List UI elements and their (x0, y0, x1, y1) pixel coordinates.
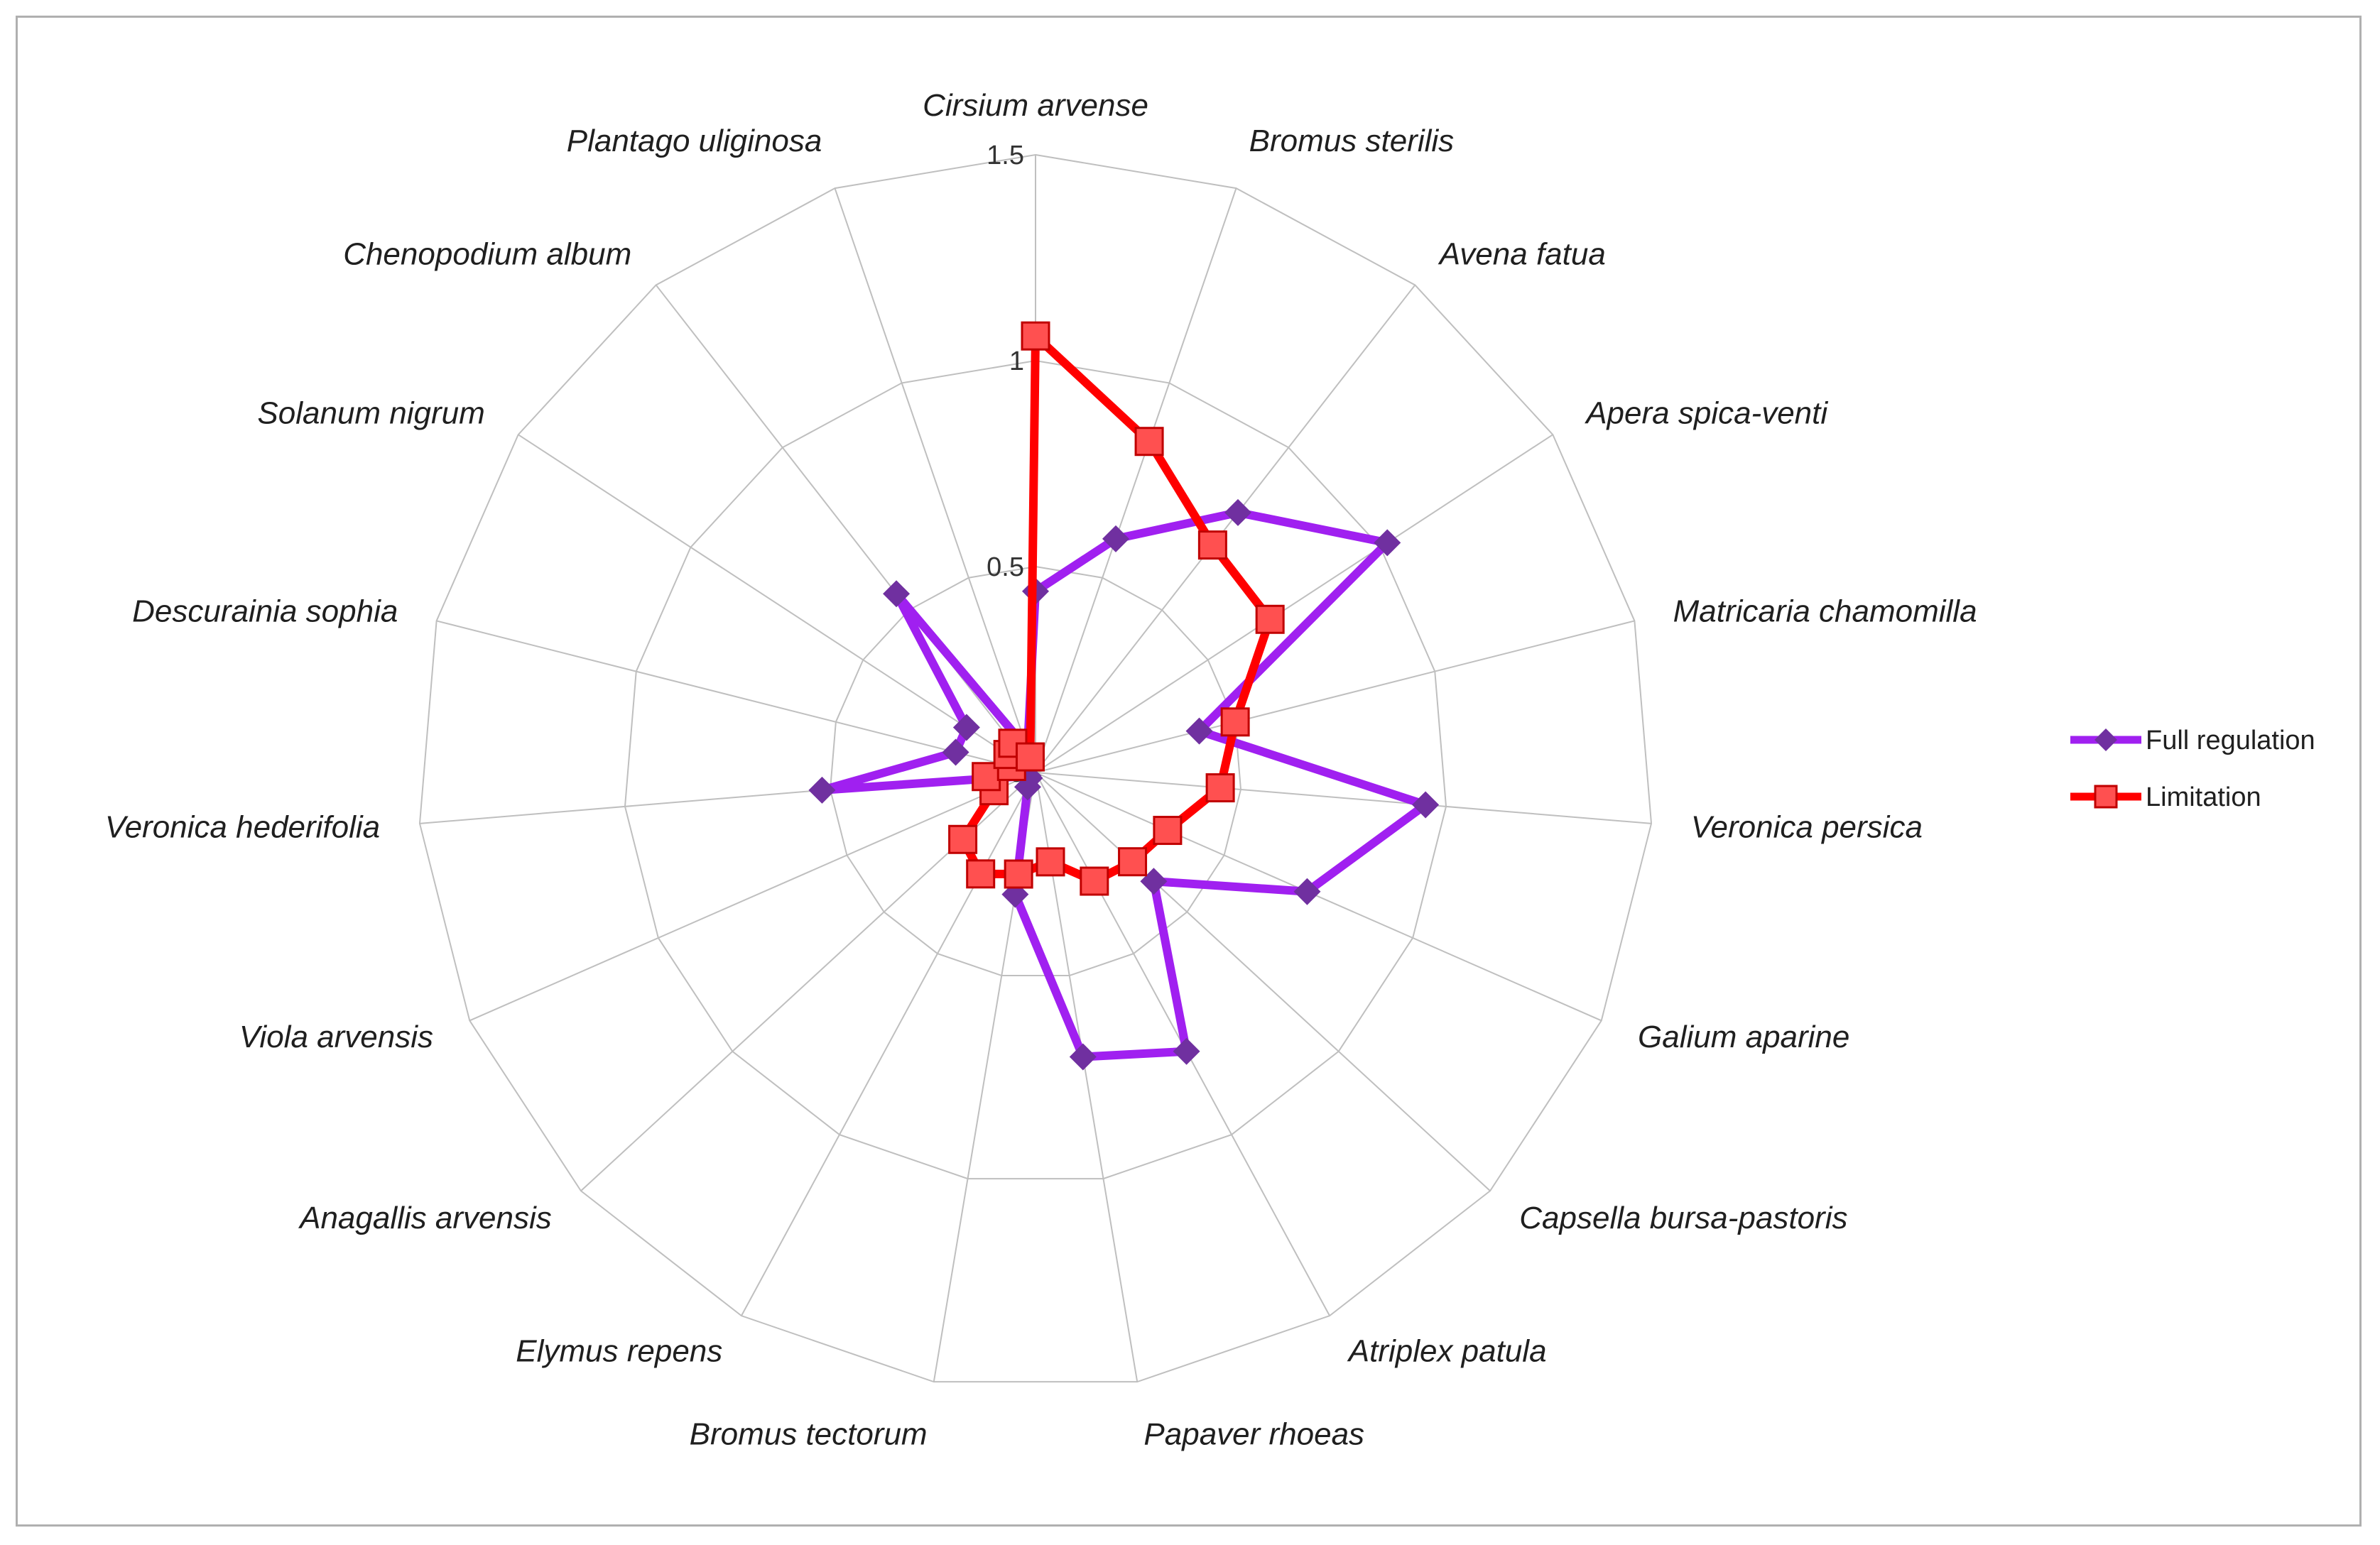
point-limitation-papaver-rhoeas (1036, 847, 1065, 877)
spoke-solanum-nigrum (518, 434, 1036, 773)
grid-ring-1-5 (418, 153, 1653, 1383)
point-limitation-cirsium-arvense (1021, 321, 1050, 351)
point-full-regulation-matricaria-chamomilla (1185, 717, 1213, 745)
point-limitation-galium-aparine (1153, 816, 1183, 846)
legend-item-full-regulation: Full regulation (2070, 726, 2315, 755)
point-full-regulation-veronica-persica (1412, 791, 1440, 819)
point-limitation-bromus-sterilis (1134, 427, 1164, 457)
legend-item-limitation: Limitation (2070, 782, 2261, 812)
category-label-papaver-rhoeas: Papaver rhoeas (1143, 1416, 1364, 1451)
point-full-regulation-apera-spica-venti (1374, 529, 1401, 557)
series-limitation (948, 321, 1285, 896)
spoke-capsella-bursa-pastoris (1035, 772, 1491, 1191)
point-limitation-veronica-persica (1205, 773, 1235, 803)
point-limitation-bromus-tectorum (1004, 859, 1033, 889)
category-label-cirsium-arvense: Cirsium arvense (923, 88, 1148, 123)
point-full-regulation-atriplex-patula (1173, 1037, 1200, 1065)
category-label-elymus-repens: Elymus repens (516, 1333, 722, 1368)
spoke-apera-spica-venti (1035, 434, 1553, 773)
category-label-apera-spica-venti: Apera spica-venti (1584, 396, 1828, 431)
category-label-matricaria-chamomilla: Matricaria chamomilla (1673, 594, 1977, 629)
category-label-capsella-bursa-pastoris: Capsella bursa-pastoris (1519, 1201, 1847, 1235)
grid-ring-0-5 (829, 565, 1242, 977)
point-full-regulation-bromus-sterilis (1102, 525, 1129, 552)
grid-ring-1 (624, 359, 1447, 1180)
spoke-viola-arvensis (469, 772, 1036, 1022)
category-label-galium-aparine: Galium aparine (1638, 1020, 1849, 1054)
point-limitation-capsella-bursa-pastoris (1118, 847, 1148, 877)
legend-label-full-regulation: Full regulation (2146, 726, 2315, 755)
category-label-solanum-nigrum: Solanum nigrum (257, 396, 484, 431)
data-series (808, 321, 1440, 1071)
point-full-regulation-avena-fatua (1224, 498, 1251, 526)
category-label-veronica-hederifolia: Veronica hederifolia (105, 809, 380, 844)
category-label-plantago-uliginosa: Plantago uliginosa (567, 124, 822, 158)
category-label-anagallis-arvensis: Anagallis arvensis (298, 1201, 552, 1235)
tick-label-1: 1 (1009, 346, 1024, 376)
point-limitation-atriplex-patula (1080, 866, 1109, 896)
point-limitation-avena-fatua (1197, 530, 1227, 560)
point-limitation-elymus-repens (966, 859, 996, 889)
point-full-regulation-descurainia-sophia (942, 738, 969, 766)
point-full-regulation-galium-aparine (1293, 878, 1321, 905)
tick-label-1-5: 1.5 (987, 141, 1024, 170)
point-full-regulation-papaver-rhoeas (1069, 1043, 1097, 1071)
legend: Full regulation Limitation (2070, 726, 2315, 812)
series-line-full-regulation (817, 508, 1430, 1061)
category-label-chenopodium-album: Chenopodium album (343, 236, 631, 271)
spoke-matricaria-chamomilla (1035, 620, 1635, 773)
tick-label-0-5: 0.5 (987, 552, 1024, 582)
series-full-regulation (808, 498, 1440, 1071)
category-label-atriplex-patula: Atriplex patula (1347, 1333, 1547, 1368)
category-label-viola-arvensis: Viola arvensis (239, 1020, 433, 1054)
category-label-veronica-persica: Veronica persica (1691, 809, 1923, 844)
category-label-bromus-sterilis: Bromus sterilis (1249, 124, 1455, 158)
legend-label-limitation: Limitation (2146, 782, 2261, 812)
category-label-bromus-tectorum: Bromus tectorum (690, 1416, 928, 1451)
spoke-galium-aparine (1035, 772, 1602, 1022)
spoke-avena-fatua (1035, 284, 1416, 773)
chart-area (16, 16, 2362, 1527)
point-full-regulation-chenopodium-album (883, 580, 911, 608)
spoke-elymus-repens (741, 772, 1036, 1316)
category-label-avena-fatua: Avena fatua (1438, 236, 1606, 271)
spoke-chenopodium-album (655, 284, 1036, 773)
point-full-regulation-veronica-hederifolia (808, 776, 836, 804)
category-label-descurainia-sophia: Descurainia sophia (132, 594, 398, 629)
point-limitation-plantago-uliginosa (1015, 742, 1045, 772)
point-full-regulation-solanum-nigrum (952, 714, 980, 741)
point-limitation-anagallis-arvensis (948, 824, 978, 854)
spoke-plantago-uliginosa (834, 187, 1036, 773)
legend-marker-limitation (2094, 785, 2118, 809)
point-limitation-matricaria-chamomilla (1220, 707, 1250, 737)
radial-axis-ticks: 00.511.5 (987, 141, 1024, 788)
spoke-descurainia-sophia (436, 620, 1036, 773)
legend-marker-full-regulation (2094, 728, 2117, 751)
category-labels: Cirsium arvense Bromus sterilis Avena fatu… (105, 88, 1977, 1451)
spoke-veronica-persica (1035, 772, 1652, 824)
point-limitation-apera-spica-venti (1255, 604, 1285, 634)
spoke-bromus-sterilis (1035, 187, 1237, 773)
